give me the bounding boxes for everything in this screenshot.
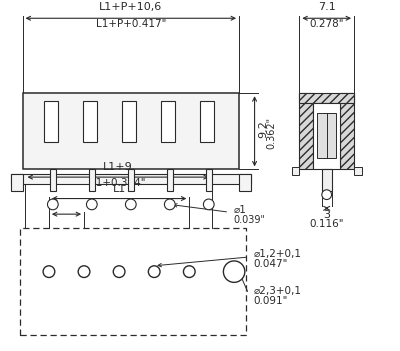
Bar [128,169,134,191]
Circle shape [204,199,214,210]
Text: 0.039": 0.039" [233,215,265,225]
Bar [317,113,336,158]
Circle shape [48,199,58,210]
Text: 0.362": 0.362" [266,117,276,149]
Bar [292,167,300,175]
Text: L1+0.354": L1+0.354" [90,178,146,188]
Bar [239,174,251,191]
Bar [322,169,332,191]
Bar [300,93,354,103]
Bar [83,101,97,142]
Text: L1+9: L1+9 [103,162,133,172]
Bar [89,169,95,191]
Text: 0.047": 0.047" [254,259,288,269]
Bar [20,228,246,335]
Circle shape [322,190,332,199]
Text: L1: L1 [112,184,126,194]
Bar [44,101,58,142]
Bar [11,174,23,191]
Bar [50,169,56,191]
Text: 0.091": 0.091" [254,296,288,306]
Circle shape [184,266,195,278]
Text: 9.2: 9.2 [258,120,268,138]
Circle shape [164,199,175,210]
Circle shape [113,266,125,278]
Bar [122,101,136,142]
Circle shape [223,261,245,282]
Circle shape [86,199,97,210]
Bar [300,93,313,169]
Text: L1+P+10,6: L1+P+10,6 [99,2,162,12]
Text: 3: 3 [323,210,330,220]
Text: P: P [51,199,58,209]
Text: ⌀1,2+0,1: ⌀1,2+0,1 [254,249,302,259]
Text: ⌀1: ⌀1 [233,205,246,215]
Bar [167,169,173,191]
Bar [161,101,175,142]
Text: 7.1: 7.1 [318,2,336,12]
Circle shape [43,266,55,278]
Bar [11,174,251,184]
Circle shape [148,266,160,278]
Text: 0.278": 0.278" [310,19,344,29]
Bar [23,93,239,169]
Bar [313,103,340,169]
Bar [200,101,214,142]
Circle shape [78,266,90,278]
Bar [354,167,362,175]
Circle shape [126,199,136,210]
Text: 0.116": 0.116" [310,219,344,229]
Bar [340,93,354,169]
Text: L1+P+0.417": L1+P+0.417" [96,19,166,29]
Bar [206,169,212,191]
Text: ⌀2,3+0,1: ⌀2,3+0,1 [254,286,302,296]
